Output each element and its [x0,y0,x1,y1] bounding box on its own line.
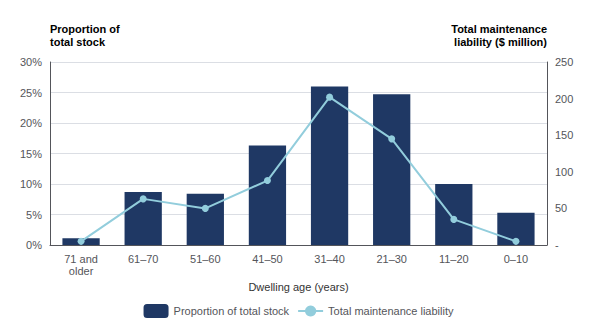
svg-text:100: 100 [555,166,573,178]
svg-text:250: 250 [555,56,573,68]
svg-text:5%: 5% [26,209,42,221]
svg-text:total stock: total stock [50,36,106,48]
svg-text:0%: 0% [26,239,42,251]
svg-text:liability ($ million): liability ($ million) [454,36,547,48]
svg-text:71 and: 71 and [64,253,98,265]
svg-text:0–10: 0–10 [504,253,528,265]
svg-text:61–70: 61–70 [128,253,159,265]
svg-text:200: 200 [555,93,573,105]
svg-text:Total maintenance liability: Total maintenance liability [328,305,454,317]
svg-text:Total maintenance: Total maintenance [451,23,547,35]
svg-text:Proportion of: Proportion of [50,23,120,35]
svg-text:Proportion of total stock: Proportion of total stock [174,305,290,317]
svg-text:150: 150 [555,129,573,141]
svg-text:15%: 15% [20,148,42,160]
svg-text:25%: 25% [20,87,42,99]
svg-text:20%: 20% [20,117,42,129]
svg-text:21–30: 21–30 [376,253,407,265]
svg-text:51–60: 51–60 [190,253,221,265]
svg-text:Dwelling age (years): Dwelling age (years) [248,281,348,293]
svg-text:-: - [555,239,559,251]
svg-text:older: older [69,265,94,277]
svg-text:41–50: 41–50 [252,253,283,265]
svg-text:30%: 30% [20,56,42,68]
svg-text:50: 50 [555,202,567,214]
svg-text:31–40: 31–40 [314,253,345,265]
svg-text:11–20: 11–20 [439,253,469,265]
svg-text:10%: 10% [20,178,42,190]
